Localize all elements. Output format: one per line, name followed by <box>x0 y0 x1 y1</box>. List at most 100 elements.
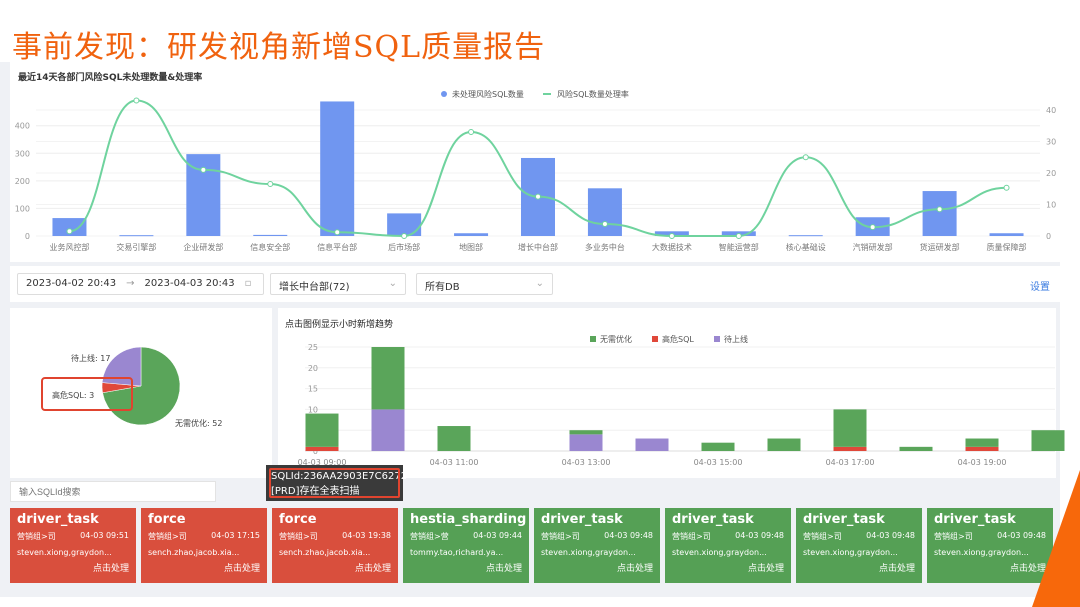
card-group: 营销组>营 <box>410 532 449 541</box>
category-label: 质量保障部 <box>987 242 1027 252</box>
legend-label: 无需优化 <box>600 334 632 344</box>
card-name: driver_task <box>803 512 885 527</box>
sql-card[interactable]: driver_task 营销组>司 04-03 09:48 steven.xiong,… <box>534 508 660 583</box>
pie-slice <box>101 346 142 387</box>
left-tick-label: 400 <box>15 122 30 131</box>
settings-link[interactable]: 设置 <box>1030 282 1050 293</box>
sql-card[interactable]: driver_task 营销组>司 04-03 09:48 steven.xiong,… <box>796 508 922 583</box>
rate-point <box>468 129 475 136</box>
db-select-value: 所有DB <box>425 282 460 293</box>
right-tick-label: 30 <box>1046 138 1056 147</box>
y-tick-label: 10 <box>308 405 318 414</box>
dept-select-value: 增长中台部(72) <box>279 282 350 293</box>
legend-marker <box>714 336 720 342</box>
left-tick-label: 0 <box>25 232 30 241</box>
card-name: driver_task <box>541 512 623 527</box>
sql-card[interactable]: driver_task 营销组>司 04-03 09:51 steven.xiong,… <box>10 508 136 583</box>
sql-card[interactable]: hestia_sharding 营销组>营 04-03 09:44 tommy.tao… <box>403 508 529 583</box>
stacked-bar-segment <box>965 446 999 451</box>
dept-chart: 0 100 200 300 400 0 10 20 30 40 业务风控部 交易引擎部 企业研发部 信息安… <box>15 89 1056 252</box>
category-label: 智能运营部 <box>719 242 759 252</box>
rate-point <box>869 224 876 231</box>
right-tick-label: 20 <box>1046 169 1056 178</box>
pie-label: 无需优化: 52 <box>175 418 222 428</box>
rate-point <box>200 166 207 173</box>
rate-point <box>735 233 742 239</box>
bar <box>52 218 87 236</box>
rate-point <box>267 181 274 188</box>
handle-button[interactable]: 点击处理 <box>485 564 522 574</box>
db-select[interactable]: 所有DB ⌄ <box>416 273 553 295</box>
handle-button[interactable]: 点击处理 <box>223 564 260 574</box>
rate-point <box>401 233 408 239</box>
right-tick-label: 10 <box>1046 201 1056 210</box>
category-label: 汽销研发部 <box>853 242 893 252</box>
legend-bar-label: 未处理风险SQL数量 <box>452 89 524 99</box>
card-time: 04-03 19:38 <box>342 531 391 540</box>
category-label: 多业务中台 <box>585 242 625 252</box>
card-group: 营销组>司 <box>17 532 56 541</box>
rate-point <box>936 206 943 213</box>
card-group: 营销组>司 <box>541 532 580 541</box>
x-tick-label: 04-03 09:00 <box>298 458 347 467</box>
pie-slice <box>102 346 181 426</box>
card-group: 营销组>司 <box>934 532 973 541</box>
card-group: 营销组>司 <box>279 532 318 541</box>
filter-bar: 2023-04-02 20:43 → 2023-04-03 20:43 ▫ 增长… <box>10 266 1060 302</box>
rate-point <box>334 229 341 236</box>
arrow-icon: → <box>126 278 135 289</box>
handle-button[interactable]: 点击处理 <box>747 564 784 574</box>
bar <box>922 191 957 236</box>
card-users: steven.xiong,graydon... <box>803 548 898 557</box>
card-name: force <box>148 512 186 527</box>
handle-button[interactable]: 点击处理 <box>616 564 653 574</box>
sql-card[interactable]: driver_task 营销组>司 04-03 09:48 steven.xiong,… <box>927 508 1053 583</box>
sql-card[interactable]: force 营销组>司 04-03 19:38 sench.zhao,jacob.xi… <box>272 508 398 583</box>
rate-point <box>668 233 675 239</box>
stacked-bar-segment <box>569 434 603 451</box>
start-date: 2023-04-02 20:43 <box>26 278 117 289</box>
bar <box>119 235 154 237</box>
bar <box>454 233 489 236</box>
card-name: force <box>279 512 317 527</box>
card-time: 04-03 09:48 <box>604 531 653 540</box>
x-tick-label: 04-03 15:00 <box>694 458 743 467</box>
card-time: 04-03 09:48 <box>735 531 784 540</box>
category-label: 信息平台部 <box>317 242 357 252</box>
handle-button[interactable]: 点击处理 <box>1009 564 1046 574</box>
legend-label: 高危SQL <box>662 334 694 344</box>
stacked-bar-segment <box>305 413 339 447</box>
tooltip-sqlid: SQLId:236AA2903E7C6272 <box>271 471 408 482</box>
card-time: 04-03 09:48 <box>997 531 1046 540</box>
pie-chart: 无需优化: 52 高危SQL: 3 待上线: 17 <box>41 346 222 428</box>
left-tick-label: 200 <box>15 177 30 186</box>
stacked-bar-segment <box>833 409 867 447</box>
sql-card[interactable]: driver_task 营销组>司 04-03 09:48 steven.xiong,… <box>665 508 791 583</box>
card-users: steven.xiong,graydon... <box>17 548 112 557</box>
legend-line-label: 风险SQL数量处理率 <box>557 89 629 99</box>
category-label: 货运研发部 <box>920 242 960 252</box>
chevron-down-icon: ⌄ <box>388 278 397 289</box>
handle-button[interactable]: 点击处理 <box>878 564 915 574</box>
chevron-down-icon: ⌄ <box>535 278 544 289</box>
sql-card[interactable]: force 营销组>司 04-03 17:15 sench.zhao,jacob.xi… <box>141 508 267 583</box>
hourly-chart-title: 点击图例显示小时新增趋势 <box>285 320 394 330</box>
end-date: 2023-04-03 20:43 <box>144 278 235 289</box>
stacked-bar-segment <box>767 438 801 451</box>
dept-chart-title: 最近14天各部门风险SQL未处理数量&处理率 <box>18 73 203 83</box>
y-tick-label: 20 <box>308 364 318 373</box>
bar <box>788 235 823 237</box>
x-tick-label: 04-03 19:00 <box>958 458 1007 467</box>
handle-button[interactable]: 点击处理 <box>92 564 129 574</box>
stacked-bar-segment <box>437 426 471 451</box>
bar <box>320 101 355 236</box>
handle-button[interactable]: 点击处理 <box>354 564 391 574</box>
date-range-picker[interactable]: 2023-04-02 20:43 → 2023-04-03 20:43 ▫ <box>17 273 264 295</box>
rate-point <box>802 154 809 161</box>
stacked-bar-segment <box>833 446 867 451</box>
dept-select[interactable]: 增长中台部(72) ⌄ <box>270 273 406 295</box>
category-label: 信息安全部 <box>250 242 290 252</box>
sqlid-search-input[interactable] <box>10 481 216 502</box>
card-users: steven.xiong,graydon... <box>541 548 636 557</box>
highlight-box <box>269 468 400 498</box>
